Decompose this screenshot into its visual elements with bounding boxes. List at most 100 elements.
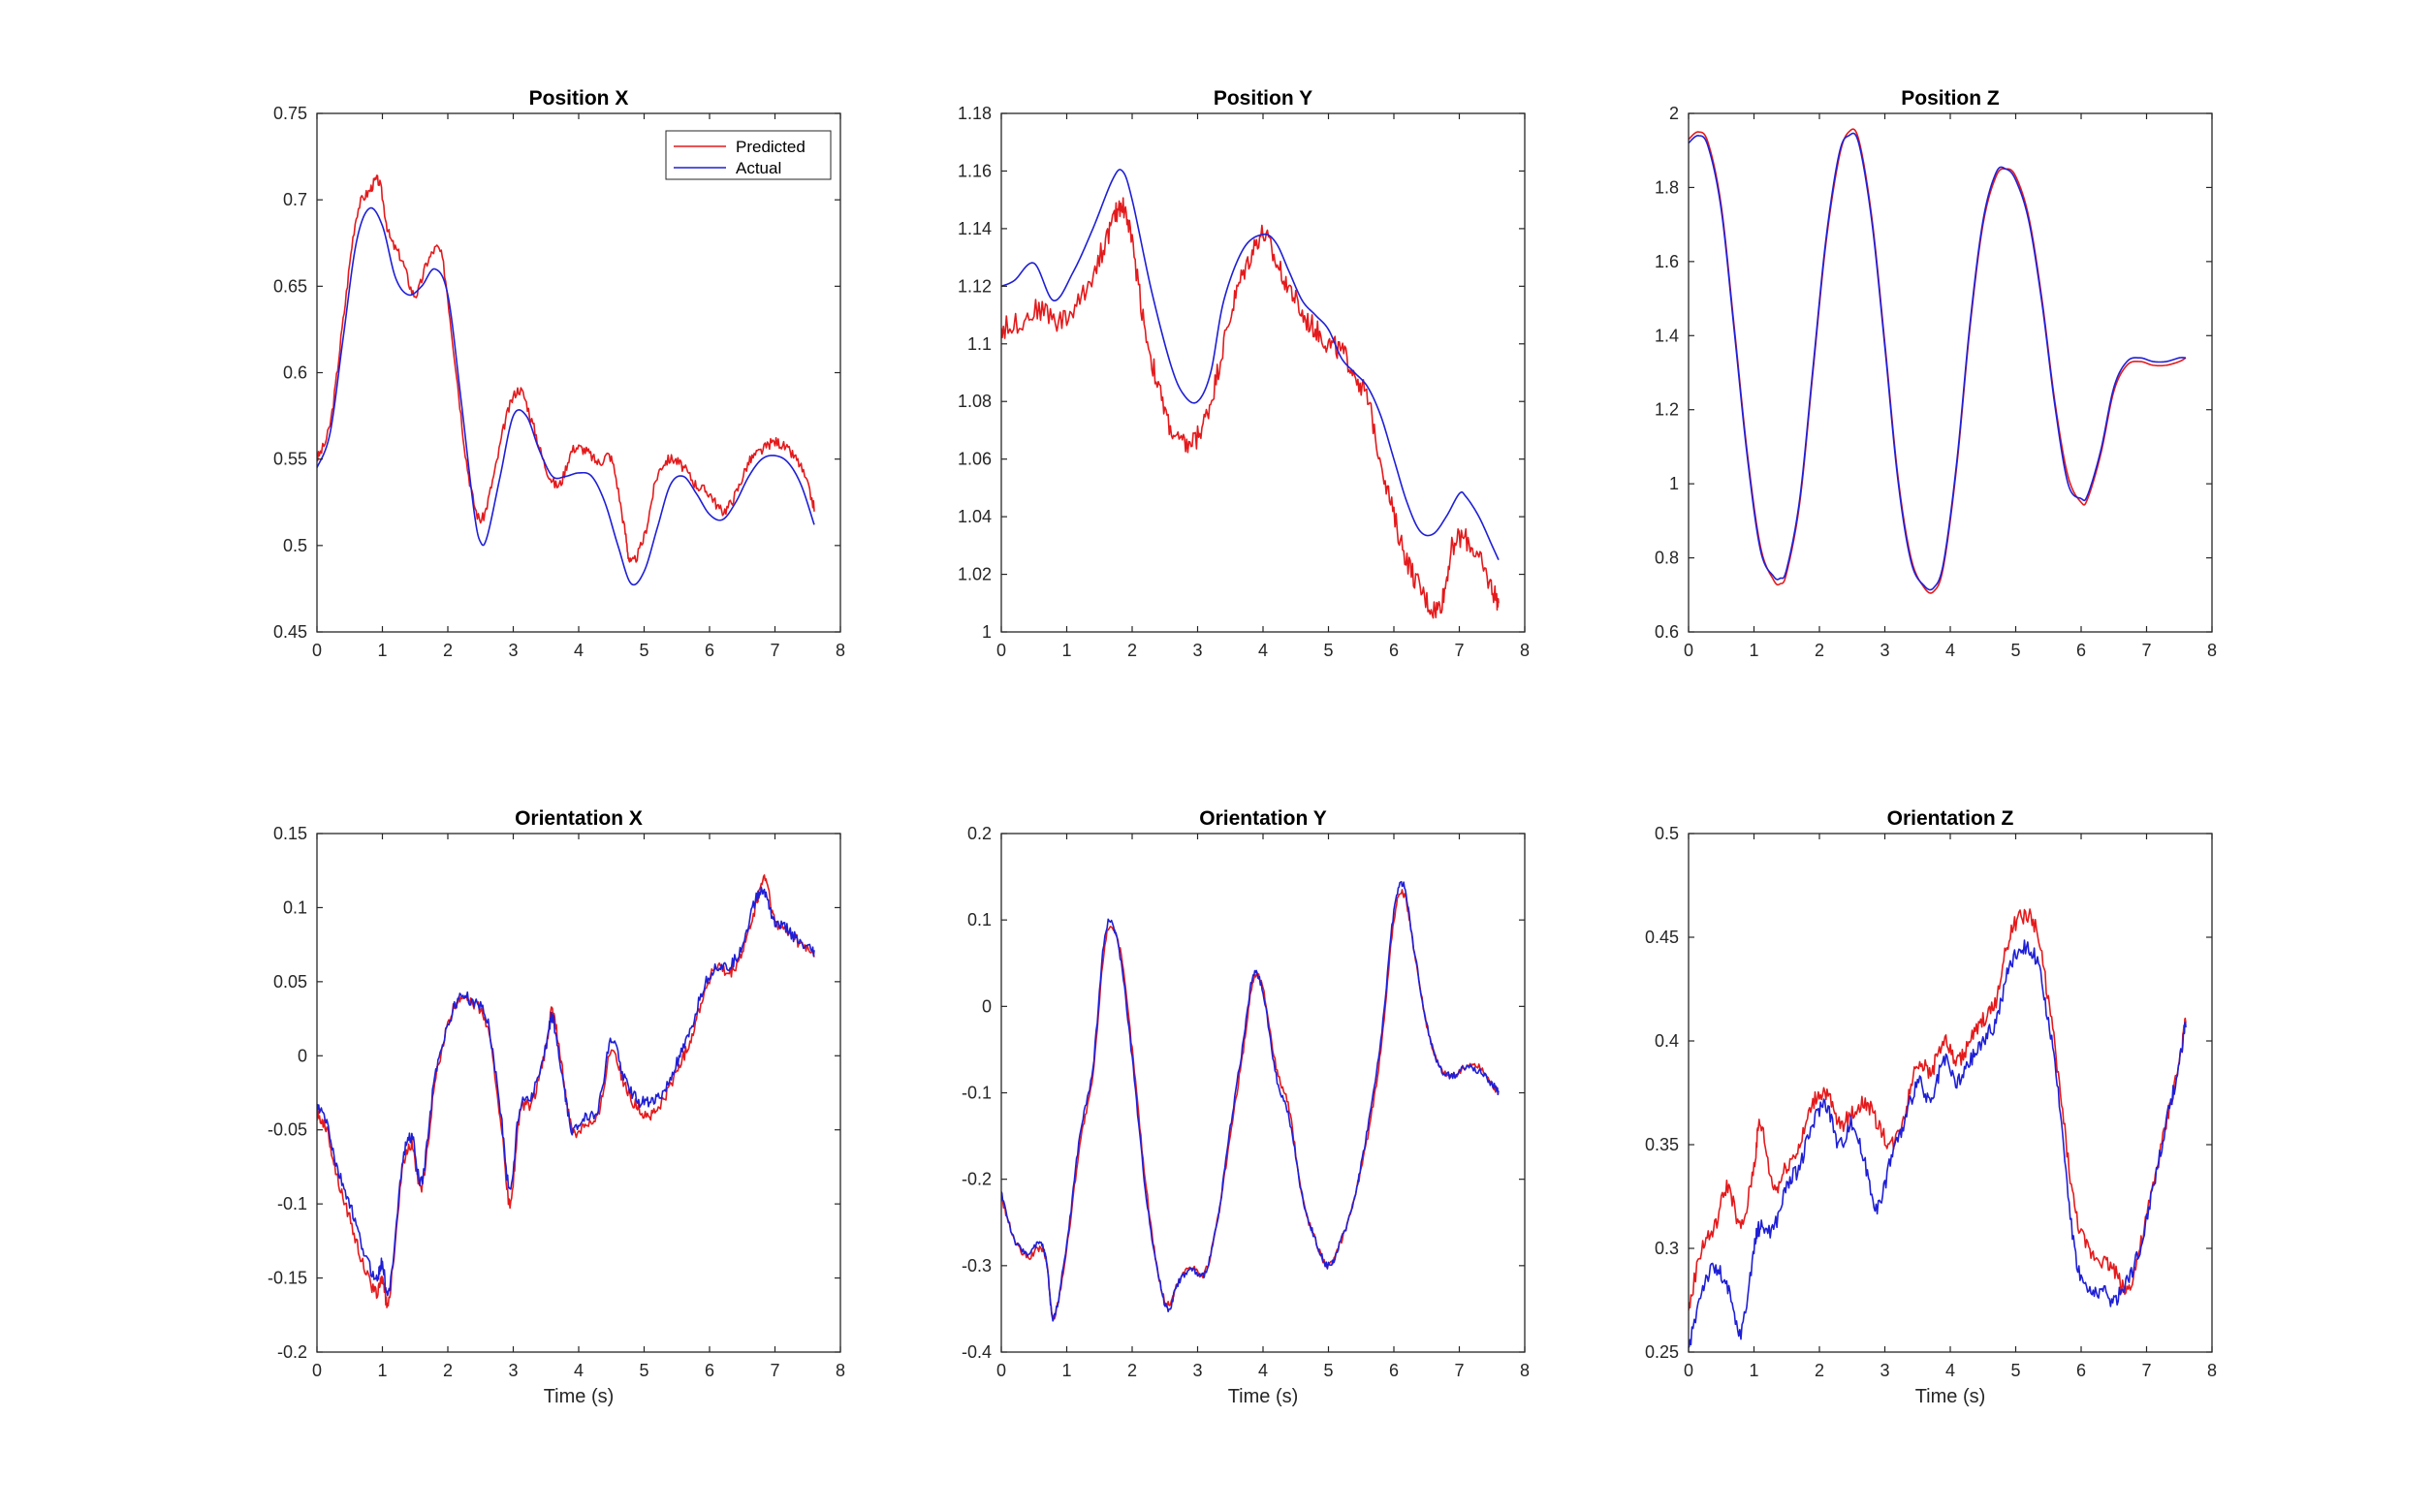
- y-tick-label: 0.2: [967, 824, 992, 843]
- x-tick-label: 5: [1323, 641, 1333, 660]
- axes-box: [1000, 833, 1526, 1353]
- y-tick-label: 1.18: [958, 104, 992, 123]
- x-tick-label: 4: [1258, 1361, 1268, 1380]
- y-tick-label: 1.8: [1655, 177, 1679, 197]
- y-tick-label: 1.06: [958, 450, 992, 469]
- x-tick-label: 6: [1389, 641, 1399, 660]
- subplot-title: Position Z: [1901, 87, 2000, 110]
- x-tick-label: 3: [1192, 641, 1202, 660]
- x-tick-label: 4: [574, 641, 584, 660]
- x-axis-label: Time (s): [1915, 1386, 1986, 1407]
- y-tick-label: -0.1: [962, 1084, 992, 1103]
- series-line-actual: [1689, 132, 2187, 591]
- y-tick-label: 0.4: [1655, 1031, 1679, 1051]
- x-tick-label: 2: [1815, 641, 1824, 660]
- x-tick-label: 5: [1323, 1361, 1333, 1380]
- x-tick-label: 4: [1258, 641, 1268, 660]
- legend-box: [665, 130, 832, 180]
- series-line-predicted: [1001, 197, 1500, 619]
- y-tick-label: 0.3: [1655, 1239, 1679, 1258]
- x-tick-label: 8: [2207, 641, 2217, 660]
- y-tick-label: -0.2: [277, 1342, 307, 1362]
- legend-label-actual: Actual: [736, 159, 781, 177]
- x-tick-label: 0: [312, 641, 322, 660]
- y-tick-label: -0.05: [268, 1120, 307, 1140]
- x-tick-label: 1: [1061, 641, 1071, 660]
- series-line-predicted: [1001, 889, 1500, 1320]
- subplot-position-x: 0 1 2 3 4 5 6 7 8 0.45 0.5 0.55 0.6 0.65 0.7 0.75 Positi…: [273, 87, 845, 660]
- y-tick-label: -0.1: [277, 1194, 307, 1213]
- x-tick-label: 7: [770, 1361, 779, 1380]
- x-tick-label: 0: [312, 1361, 322, 1380]
- x-tick-label: 5: [639, 641, 648, 660]
- x-tick-label: 8: [1520, 641, 1530, 660]
- x-tick-label: 3: [1880, 1361, 1889, 1380]
- subplot-title: Orientation Y: [1199, 807, 1326, 830]
- y-tick-label: 0.5: [1655, 824, 1679, 843]
- y-tick-label: 1.02: [958, 565, 992, 584]
- x-tick-label: 0: [1684, 641, 1693, 660]
- x-tick-label: 7: [770, 641, 779, 660]
- y-tick-label: 1.2: [1655, 400, 1679, 420]
- subplot-position-y: 0 1 2 3 4 5 6 7 811.021.041.061.081.11.121.141.1…: [958, 87, 1530, 660]
- axes-box: [316, 833, 841, 1353]
- x-tick-label: 8: [836, 641, 845, 660]
- y-tick-label: 0.15: [273, 824, 307, 843]
- subplot-title: Orientation Z: [1887, 807, 2014, 830]
- y-tick-label: 1.14: [958, 219, 992, 238]
- y-tick-label: 0.8: [1655, 549, 1679, 568]
- y-tick-label: 1.16: [958, 161, 992, 180]
- x-tick-label: 2: [1127, 1361, 1137, 1380]
- series-line-actual: [1001, 880, 1500, 1322]
- y-tick-label: 0: [298, 1046, 307, 1065]
- x-tick-label: 4: [1945, 1361, 1955, 1380]
- y-tick-label: 0.45: [1645, 928, 1679, 947]
- x-tick-label: 1: [1749, 1361, 1758, 1380]
- series-line-actual: [317, 206, 815, 586]
- series-line-predicted: [1689, 128, 2187, 594]
- x-tick-label: 6: [2076, 1361, 2086, 1380]
- x-tick-label: 2: [443, 1361, 453, 1380]
- y-tick-label: 0.35: [1645, 1135, 1679, 1154]
- y-tick-label: 0.45: [273, 622, 307, 642]
- x-tick-label: 1: [377, 641, 387, 660]
- x-tick-label: 6: [705, 1361, 714, 1380]
- y-tick-label: -0.4: [962, 1342, 992, 1362]
- x-tick-label: 7: [2141, 641, 2151, 660]
- series-line-actual: [1001, 169, 1500, 561]
- legend: Predicted Actual: [665, 130, 832, 180]
- x-axis-label: Time (s): [1228, 1386, 1299, 1407]
- y-tick-label: 0.1: [283, 898, 307, 917]
- y-tick-label: 1.12: [958, 276, 992, 296]
- y-tick-label: -0.3: [962, 1256, 992, 1276]
- series-line-actual: [317, 886, 815, 1297]
- series-line-predicted: [317, 874, 815, 1308]
- y-tick-label: 1.4: [1655, 326, 1679, 345]
- x-tick-label: 7: [2141, 1361, 2151, 1380]
- y-tick-label: 1: [982, 622, 992, 642]
- x-tick-label: 3: [1192, 1361, 1202, 1380]
- x-tick-label: 7: [1454, 1361, 1464, 1380]
- axes-box: [1688, 112, 2213, 633]
- series-line-predicted: [317, 174, 815, 563]
- x-tick-label: 5: [2010, 641, 2020, 660]
- y-tick-label: 0.55: [273, 450, 307, 469]
- y-tick-label: 0: [982, 996, 992, 1016]
- x-tick-label: 1: [1749, 641, 1758, 660]
- y-tick-label: 1.04: [958, 507, 992, 526]
- x-tick-label: 4: [1945, 641, 1955, 660]
- y-tick-label: 0.25: [1645, 1342, 1679, 1362]
- y-tick-label: 0.6: [283, 363, 307, 383]
- x-tick-label: 4: [574, 1361, 584, 1380]
- x-tick-label: 7: [1454, 641, 1464, 660]
- y-tick-label: 0.75: [273, 104, 307, 123]
- y-tick-label: 1.1: [967, 334, 992, 354]
- x-tick-label: 5: [2010, 1361, 2020, 1380]
- x-tick-label: 8: [1520, 1361, 1530, 1380]
- x-tick-label: 3: [508, 641, 518, 660]
- x-tick-label: 1: [1061, 1361, 1071, 1380]
- y-tick-label: -0.2: [962, 1170, 992, 1189]
- legend-label-predicted: Predicted: [736, 138, 806, 156]
- y-tick-label: 1: [1669, 474, 1679, 493]
